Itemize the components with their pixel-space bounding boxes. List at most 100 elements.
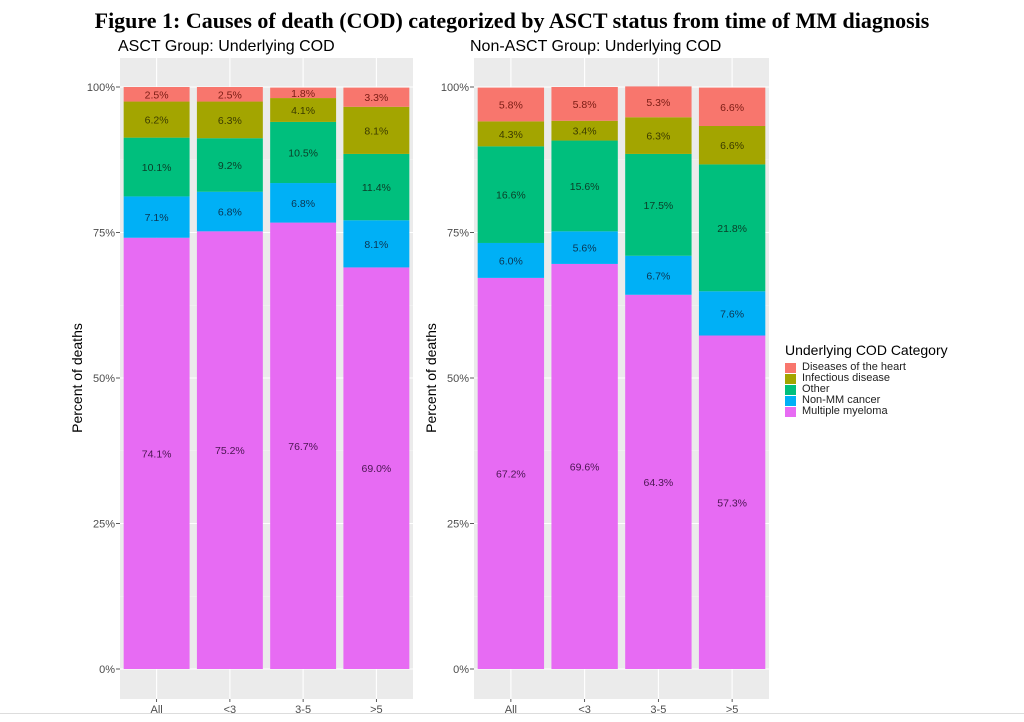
bar-segment xyxy=(477,121,545,147)
data-label: 5.6% xyxy=(573,243,597,255)
data-label: 6.8% xyxy=(291,198,315,210)
bar-segment xyxy=(123,237,190,669)
bar-segment xyxy=(625,255,692,295)
data-label: 6.0% xyxy=(499,255,523,267)
data-label: 2.5% xyxy=(218,89,242,101)
bar-segment xyxy=(123,196,190,238)
bar-segment xyxy=(698,125,766,165)
data-label: 64.3% xyxy=(643,477,673,489)
data-label: 10.1% xyxy=(142,162,172,174)
legend-label: Other xyxy=(802,383,830,395)
bar-segment xyxy=(551,231,618,264)
panel-title-non-asct: Non-ASCT Group: Underlying COD xyxy=(470,38,722,55)
y-axis-label: Percent of deaths xyxy=(69,323,85,433)
bar-segment xyxy=(123,101,190,138)
data-label: 6.8% xyxy=(218,207,242,219)
data-label: 3.3% xyxy=(364,92,388,104)
legend-label: Diseases of the heart xyxy=(802,361,906,373)
data-label: 21.8% xyxy=(717,223,747,235)
data-label: 69.6% xyxy=(570,461,600,473)
bar-segment xyxy=(477,87,545,122)
data-label: 8.1% xyxy=(364,239,388,251)
data-label: 6.7% xyxy=(646,270,670,282)
bar-segment xyxy=(551,140,618,232)
bar-segment xyxy=(123,87,190,102)
bar-segment xyxy=(196,231,263,669)
data-label: 15.6% xyxy=(570,181,600,193)
bar-segment xyxy=(343,267,410,669)
x-tick-label: All xyxy=(151,704,163,716)
legend-item: Other xyxy=(785,384,948,395)
legend-item: Multiple myeloma xyxy=(785,406,948,417)
legend-swatch xyxy=(785,362,796,373)
bar-segment xyxy=(123,137,190,197)
data-label: 76.7% xyxy=(288,441,318,453)
bottom-divider xyxy=(0,713,1024,714)
bar-segment xyxy=(270,222,337,669)
data-label: 6.6% xyxy=(720,140,744,152)
y-tick-label: 100% xyxy=(87,82,115,94)
data-label: 6.2% xyxy=(145,115,169,127)
bar-segment xyxy=(477,242,545,278)
legend-label: Infectious disease xyxy=(802,372,891,384)
bar-segment xyxy=(343,153,410,221)
x-tick-label: 3-5 xyxy=(295,704,311,716)
data-label: 1.8% xyxy=(291,88,315,100)
bar-segment xyxy=(625,153,692,256)
data-label: 10.5% xyxy=(288,147,318,159)
data-label: 9.2% xyxy=(218,160,242,172)
data-label: 7.1% xyxy=(145,212,169,224)
data-label: 6.3% xyxy=(218,115,242,127)
data-label: 16.6% xyxy=(496,190,526,202)
bar-segment xyxy=(196,87,263,102)
bar-segment xyxy=(625,117,692,154)
legend-label: Non-MM cancer xyxy=(802,394,881,406)
bar-segment xyxy=(551,87,618,121)
panel-title-asct: ASCT Group: Underlying COD xyxy=(118,38,335,55)
bar-segment xyxy=(343,106,410,154)
data-label: 4.1% xyxy=(291,105,315,117)
legend-item: Non-MM cancer xyxy=(785,395,948,406)
bar-segment xyxy=(698,291,766,336)
data-label: 67.2% xyxy=(496,468,526,480)
x-tick-label: >5 xyxy=(726,704,739,716)
data-label: 2.5% xyxy=(145,89,169,101)
legend-label: Multiple myeloma xyxy=(802,405,888,417)
legend: Underlying COD Category Diseases of the … xyxy=(785,342,948,417)
data-label: 5.8% xyxy=(499,99,523,111)
data-label: 11.4% xyxy=(362,182,391,194)
bar-segment xyxy=(343,87,410,107)
y-tick-label: 100% xyxy=(441,82,469,94)
x-tick-label: All xyxy=(505,704,517,716)
x-tick-label: 3-5 xyxy=(650,704,666,716)
legend-swatch xyxy=(785,373,796,384)
bar-segment xyxy=(698,335,766,669)
bar-segment xyxy=(270,98,337,122)
data-label: 5.8% xyxy=(573,99,597,111)
legend-title: Underlying COD Category xyxy=(785,342,948,358)
y-tick-label: 50% xyxy=(447,373,469,385)
bar-segment xyxy=(551,263,618,669)
bar-segment xyxy=(270,183,337,223)
bar-segment xyxy=(270,121,337,184)
data-label: 4.3% xyxy=(499,129,523,141)
data-label: 7.6% xyxy=(720,308,744,320)
data-label: 8.1% xyxy=(364,125,388,137)
data-label: 6.3% xyxy=(646,131,670,143)
legend-swatch xyxy=(785,406,796,417)
bar-segment xyxy=(196,191,263,232)
y-tick-label: 75% xyxy=(447,228,469,240)
figure-title: Figure 1: Causes of death (COD) categori… xyxy=(94,8,930,33)
data-label: 69.0% xyxy=(361,463,391,475)
data-label: 5.3% xyxy=(646,97,670,109)
bar-segment xyxy=(625,86,692,118)
y-axis-label: Percent of deaths xyxy=(423,323,439,433)
bar-segment xyxy=(551,120,618,141)
y-tick-label: 0% xyxy=(99,664,115,676)
legend-swatch xyxy=(785,384,796,395)
data-label: 6.6% xyxy=(720,102,744,114)
bar-segment xyxy=(477,277,545,669)
y-tick-label: 25% xyxy=(447,519,469,531)
bar-segment xyxy=(698,87,766,126)
